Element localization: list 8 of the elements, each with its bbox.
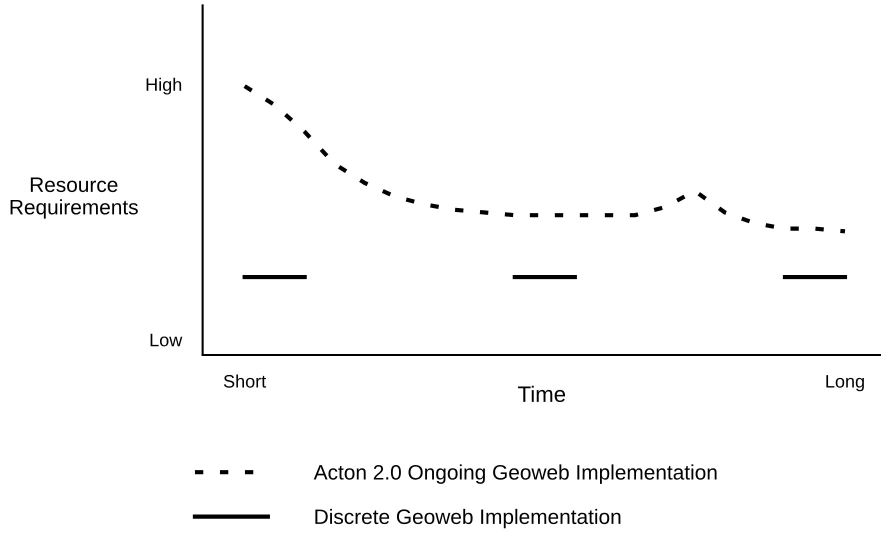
text: High	[146, 78, 182, 95]
x-tick-label: Short	[224, 374, 266, 388]
x-tick-label: Long	[826, 375, 864, 392]
legend-label: Discrete Geoweb Implementation	[315, 508, 620, 528]
text: Low	[150, 334, 182, 346]
legend-label: Acton 2.0 Ongoing Geoweb Implementation	[314, 464, 717, 484]
x-axis-title: Time	[518, 386, 566, 402]
y-axis-title: Resource Requirements	[10, 178, 138, 219]
